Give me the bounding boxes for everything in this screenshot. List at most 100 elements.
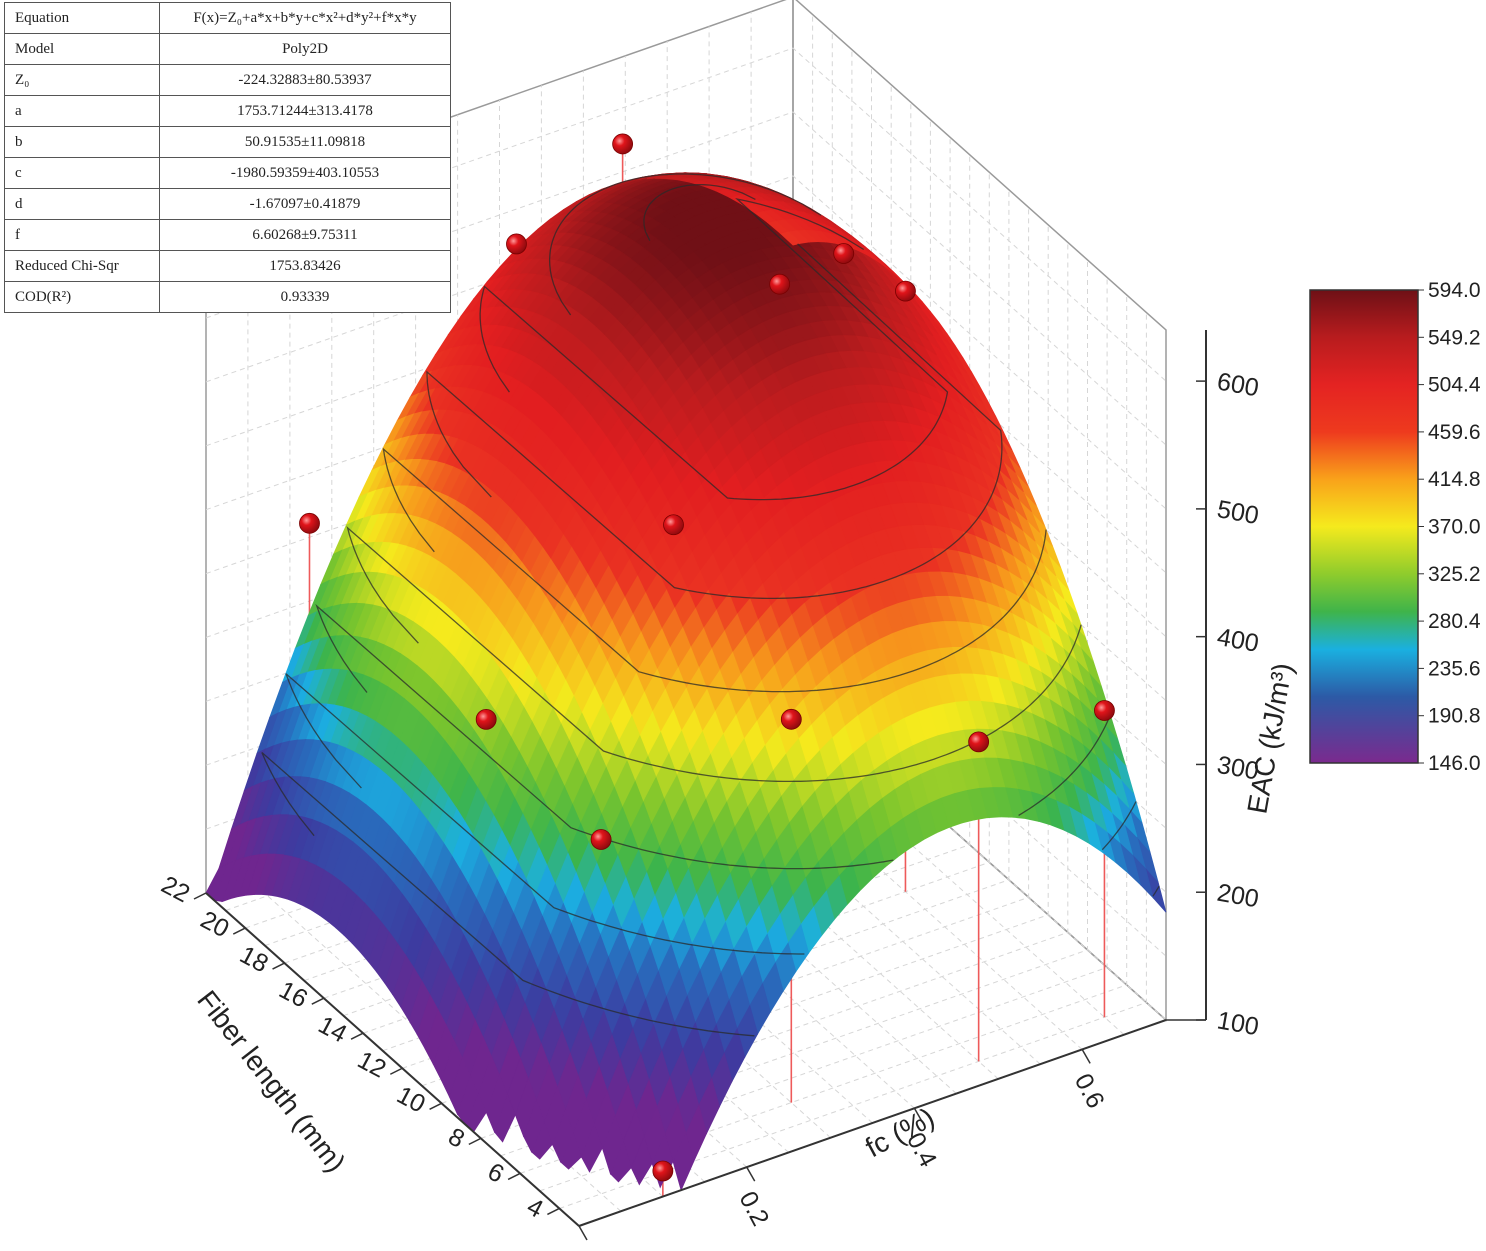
x-grid-line [624, 55, 999, 1080]
x-tick-label: 0.2 [733, 1187, 774, 1231]
fit-param-value: -1980.59359±403.10553 [159, 157, 451, 189]
data-point [1094, 700, 1115, 721]
fit-param-name: Equation [4, 2, 160, 34]
z-tick-label: 400 [1215, 623, 1261, 658]
y-tick-label: 10 [392, 1081, 430, 1119]
x-axis-line [578, 1019, 1167, 1227]
fit-table-row: f 6.60268±9.75311 [4, 219, 451, 251]
fit-table-row: Reduced Chi-Sqr 1753.83426 [4, 250, 451, 282]
colorbar: 594.0 549.2 504.4 459.6 414.8 370.0 325.2 280.4… [1309, 279, 1481, 775]
y-tick-label: 4 [522, 1193, 548, 1224]
y-tick [468, 1137, 482, 1146]
y-tick-label: 22 [157, 871, 195, 909]
x-tick [1081, 1049, 1091, 1064]
data-point [895, 280, 916, 302]
x-grid-line [582, 70, 957, 1094]
x-tick [578, 1225, 588, 1241]
contour-line [548, 173, 822, 316]
y-axis-line [205, 892, 580, 1227]
data-point [590, 829, 612, 850]
fit-param-name: c [4, 157, 160, 189]
y-tick-label: 14 [314, 1011, 352, 1049]
fit-table-row: Model Poly2D [4, 33, 451, 65]
x-tick-label: 0.0 [566, 1246, 607, 1251]
fit-param-name: COD(R²) [4, 281, 160, 313]
fit-param-value: F(x)=Z₀+a*x+b*y+c*x²+d*y²+f*x*y [159, 2, 451, 34]
y-tick [311, 997, 325, 1005]
y-grid-line [559, 312, 1147, 1209]
fit-param-value: 1753.71244±313.4178 [159, 95, 451, 127]
z-tick-label: 200 [1215, 879, 1261, 914]
y-tick-label: 8 [444, 1122, 469, 1153]
fit-param-name: Model [4, 33, 160, 65]
x-tick [913, 1107, 924, 1123]
colorbar-tick-label: 280.4 [1428, 610, 1481, 633]
data-point [506, 233, 527, 255]
x-tick-label: 0.6 [1069, 1069, 1110, 1113]
fit-parameters-table: Equation F(x)=Z₀+a*x+b*y+c*x²+d*y²+f*x*y M… [4, 2, 451, 313]
y-grid-line [539, 294, 1128, 1192]
fit-param-value: Poly2D [159, 33, 451, 65]
contour-line [285, 673, 805, 955]
fit-param-name: a [4, 95, 160, 127]
colorbar-tick-label: 370.0 [1428, 516, 1481, 539]
fit-param-name: b [4, 126, 160, 158]
contour-line [315, 603, 894, 870]
data-point [780, 708, 802, 730]
y-tick [193, 892, 207, 900]
colorbar-tick-label: 414.8 [1428, 468, 1481, 491]
data-point [612, 133, 634, 155]
fit-param-value: 0.93339 [159, 281, 451, 313]
fitted-surface [205, 172, 1167, 1192]
fit-table-row: b 50.91535±11.09818 [4, 126, 451, 158]
fit-table-row: Equation F(x)=Z₀+a*x+b*y+c*x²+d*y²+f*x*y [4, 2, 451, 34]
fit-param-name: d [4, 188, 160, 220]
y-tick-label: 6 [483, 1157, 508, 1188]
data-point [833, 243, 855, 264]
colorbar-tick-label: 549.2 [1428, 326, 1481, 349]
z-grid-line [205, 175, 1167, 510]
z-tick-label: 100 [1215, 1006, 1261, 1041]
fit-table-row: a 1753.71244±313.4178 [4, 95, 451, 127]
y-tick [272, 962, 285, 970]
y-tick [389, 1067, 403, 1075]
data-point [769, 273, 791, 295]
data-point [663, 514, 684, 536]
fit-table-row: Z₀ -224.32883±80.53937 [4, 64, 451, 96]
contour-line [1018, 714, 1111, 816]
fit-table-row: d -1.67097±0.41879 [4, 188, 451, 220]
fit-table-row: c -1980.59359±403.10553 [4, 157, 451, 189]
contour-line [643, 184, 756, 241]
colorbar-tick-label: 504.4 [1428, 374, 1481, 397]
x-grid-line [540, 85, 915, 1109]
fit-param-name: Z₀ [4, 64, 160, 96]
fit-param-name: Reduced Chi-Sqr [4, 250, 160, 282]
y-tick [547, 1207, 560, 1216]
fit-param-value: -224.32883±80.53937 [159, 64, 451, 96]
data-point [299, 512, 320, 534]
data-points [299, 133, 1115, 1182]
x-tick [746, 1166, 756, 1182]
colorbar-tick-label: 325.2 [1428, 563, 1481, 586]
fit-param-name: f [4, 219, 160, 251]
fit-param-value: -1.67097±0.41879 [159, 188, 451, 220]
colorbar-tick-label: 146.0 [1428, 752, 1481, 775]
z-axis-label: EAC (kJ/m³) [1241, 661, 1298, 817]
y-tick [429, 1102, 442, 1110]
contour-line [479, 198, 949, 501]
contour-line [382, 447, 1047, 693]
contour-lines [261, 173, 1160, 1037]
x-grid-line [750, 11, 1125, 1036]
y-tick-label: 18 [235, 941, 273, 979]
y-tick-label: 20 [196, 906, 234, 944]
colorbar-tick-label: 190.8 [1428, 705, 1481, 728]
z-tick-label: 600 [1215, 367, 1261, 402]
z-tick-label: 500 [1215, 495, 1261, 530]
x-grid-line [666, 41, 1041, 1065]
fit-param-value: 6.60268±9.75311 [159, 219, 451, 251]
y-tick-label: 16 [274, 976, 312, 1014]
y-tick [350, 1032, 364, 1040]
contour-line [346, 526, 1082, 783]
fit-table-row: COD(R²) 0.93339 [4, 281, 451, 313]
